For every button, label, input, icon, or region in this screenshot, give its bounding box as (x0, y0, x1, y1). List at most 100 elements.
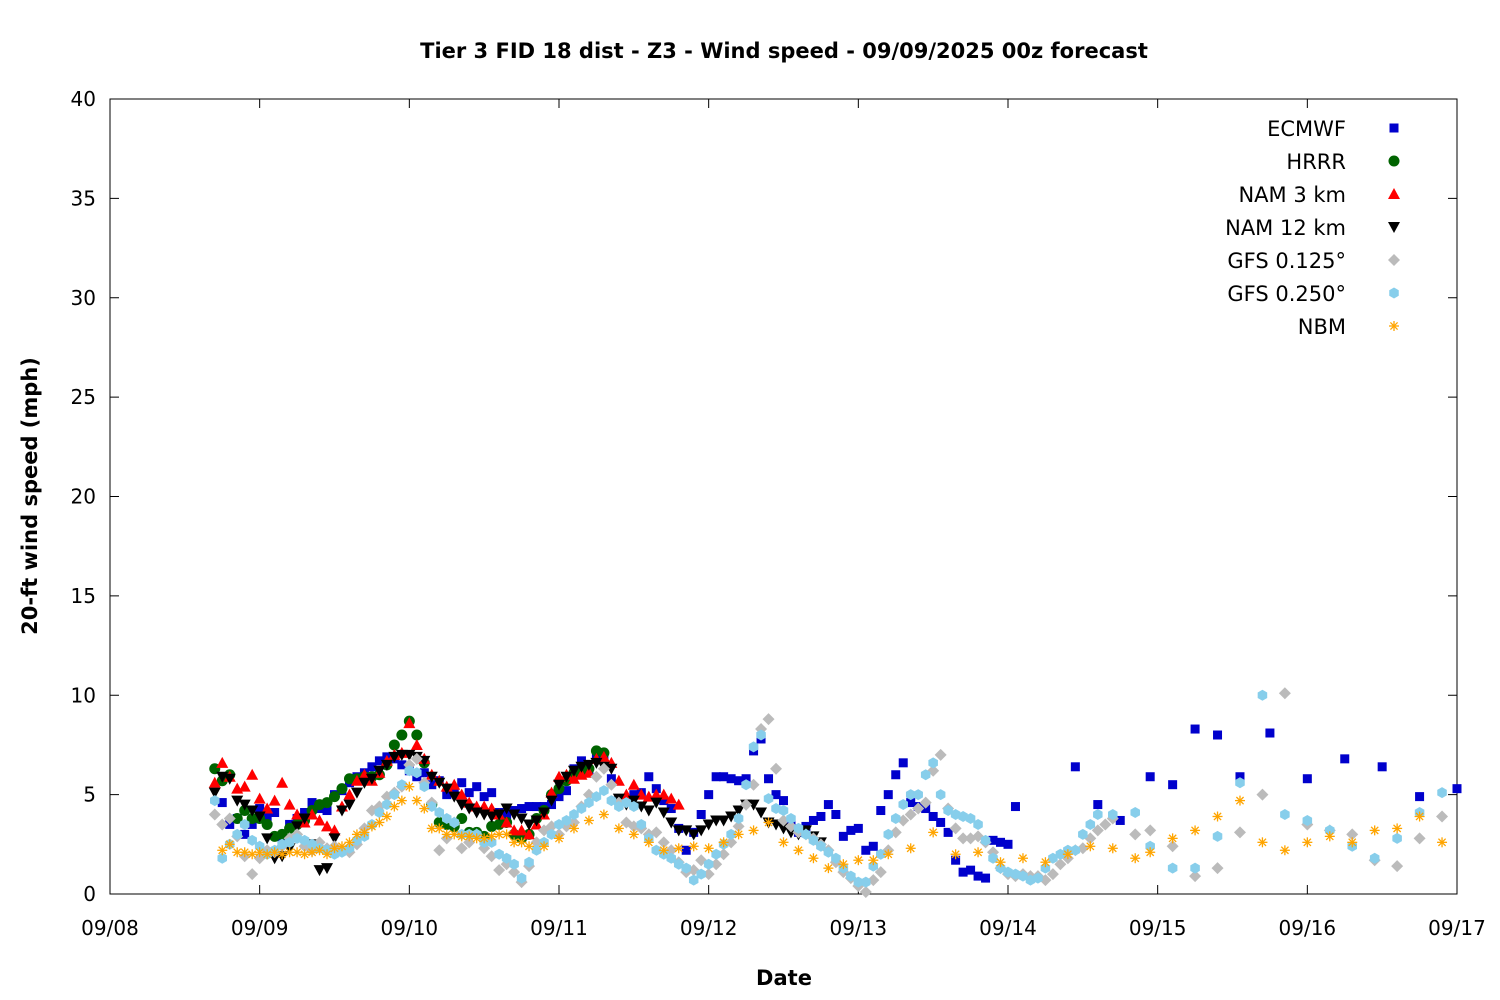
data-point (651, 844, 662, 856)
data-point (561, 786, 571, 796)
data-point (793, 822, 804, 834)
data-point (936, 817, 946, 827)
x-tick-label: 09/16 (1279, 916, 1337, 940)
data-point (949, 822, 962, 835)
data-point (1413, 832, 1426, 845)
data-point (545, 786, 558, 798)
data-point (1168, 780, 1178, 790)
data-point (725, 811, 738, 823)
data-point (771, 790, 781, 800)
data-point (539, 841, 550, 852)
data-point (666, 804, 676, 814)
data-point (636, 818, 647, 830)
data-point (208, 808, 221, 821)
data-point (374, 817, 385, 828)
data-point (1003, 839, 1013, 849)
y-tick-label: 30 (71, 286, 96, 310)
data-point (425, 771, 438, 783)
data-point (277, 838, 287, 850)
data-point (455, 788, 468, 800)
data-point (246, 805, 259, 817)
data-point (1280, 809, 1290, 820)
legend-marker (1389, 123, 1399, 133)
data-point (1235, 777, 1245, 789)
data-point (366, 821, 377, 832)
data-point (1324, 831, 1335, 842)
data-point (553, 779, 565, 791)
data-point (1085, 818, 1096, 830)
data-point (696, 868, 706, 880)
data-point (254, 847, 265, 858)
data-point (711, 772, 721, 782)
data-series (208, 687, 1462, 899)
data-point (261, 818, 273, 830)
data-point (246, 768, 259, 780)
data-point (455, 842, 468, 855)
data-point (336, 783, 348, 795)
data-point (838, 859, 849, 870)
data-point (726, 828, 736, 840)
data-point (1256, 788, 1269, 801)
data-point (239, 818, 250, 830)
data-point (322, 849, 333, 860)
data-point (373, 765, 386, 777)
data-point (747, 799, 760, 811)
data-point (1054, 858, 1067, 871)
data-point (223, 773, 236, 785)
data-point (951, 855, 961, 865)
data-point (217, 852, 228, 864)
data-point (823, 800, 833, 810)
data-point (702, 868, 715, 881)
data-point (343, 799, 356, 811)
data-point (756, 729, 766, 741)
x-tick-label: 09/09 (231, 916, 289, 940)
data-point (786, 812, 796, 824)
data-point (748, 741, 759, 753)
data-point (217, 845, 228, 856)
data-point (238, 780, 251, 792)
data-point (599, 785, 609, 797)
data-point (995, 857, 1006, 868)
legend-label: NBM (1298, 315, 1346, 339)
data-point (291, 821, 304, 833)
data-point (1129, 828, 1142, 841)
data-point (292, 847, 303, 858)
data-point (876, 848, 886, 860)
data-point (1234, 795, 1245, 806)
data-point (515, 813, 528, 825)
data-point (778, 837, 789, 848)
data-point (457, 778, 467, 788)
x-axis-label: Date (756, 966, 812, 990)
series-gfs-0-250- (210, 689, 1447, 888)
data-point (329, 843, 340, 854)
data-point (464, 831, 475, 842)
legend: ECMWF HRRR NAM 3 km NAM 12 km GFS 0.125° GFS … (1225, 117, 1400, 339)
data-point (246, 868, 259, 881)
data-point (883, 790, 893, 800)
data-point (605, 778, 618, 791)
legend-label: NAM 12 km (1225, 216, 1346, 240)
data-point (905, 843, 916, 854)
data-point (898, 799, 908, 811)
data-point (1070, 844, 1081, 856)
data-point (411, 795, 422, 806)
data-point (1099, 818, 1112, 831)
y-tick-label: 20 (71, 485, 96, 509)
data-point (404, 765, 415, 777)
data-point (494, 848, 504, 860)
data-point (365, 773, 378, 785)
x-tick-label: 09/11 (530, 916, 588, 940)
data-point (943, 827, 953, 837)
data-point (1130, 807, 1140, 819)
data-point (584, 797, 594, 809)
legend-marker (1389, 321, 1399, 331)
data-point (966, 865, 976, 875)
data-point (1302, 814, 1313, 826)
chart-title: Tier 3 FID 18 dist - Z3 - Wind speed - 0… (420, 39, 1148, 63)
data-point (232, 828, 242, 840)
data-point (448, 778, 461, 790)
data-point (530, 836, 543, 849)
data-point (612, 774, 625, 786)
data-point (554, 818, 564, 830)
data-point (1278, 687, 1291, 700)
